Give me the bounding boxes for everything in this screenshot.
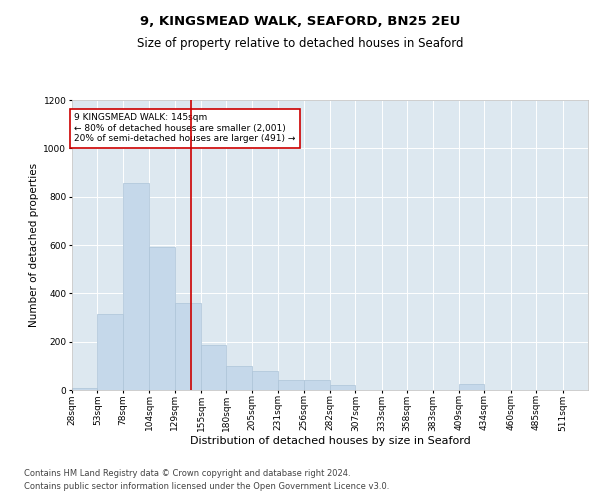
Text: 9 KINGSMEAD WALK: 145sqm
← 80% of detached houses are smaller (2,001)
20% of sem: 9 KINGSMEAD WALK: 145sqm ← 80% of detach…	[74, 114, 295, 143]
Bar	[278, 380, 304, 390]
Bar	[226, 366, 252, 390]
Y-axis label: Number of detached properties: Number of detached properties	[29, 163, 39, 327]
Text: Contains HM Land Registry data © Crown copyright and database right 2024.: Contains HM Land Registry data © Crown c…	[24, 468, 350, 477]
Text: Size of property relative to detached houses in Seaford: Size of property relative to detached ho…	[137, 38, 463, 51]
Bar	[175, 303, 201, 390]
Bar	[252, 370, 278, 390]
Bar	[97, 314, 123, 390]
Bar	[459, 384, 484, 390]
Bar	[149, 248, 175, 390]
Text: Contains public sector information licensed under the Open Government Licence v3: Contains public sector information licen…	[24, 482, 389, 491]
Bar	[72, 388, 97, 390]
Bar	[123, 184, 149, 390]
Bar	[201, 346, 226, 390]
X-axis label: Distribution of detached houses by size in Seaford: Distribution of detached houses by size …	[190, 436, 470, 446]
Bar	[304, 380, 330, 390]
Text: 9, KINGSMEAD WALK, SEAFORD, BN25 2EU: 9, KINGSMEAD WALK, SEAFORD, BN25 2EU	[140, 15, 460, 28]
Bar	[330, 385, 355, 390]
